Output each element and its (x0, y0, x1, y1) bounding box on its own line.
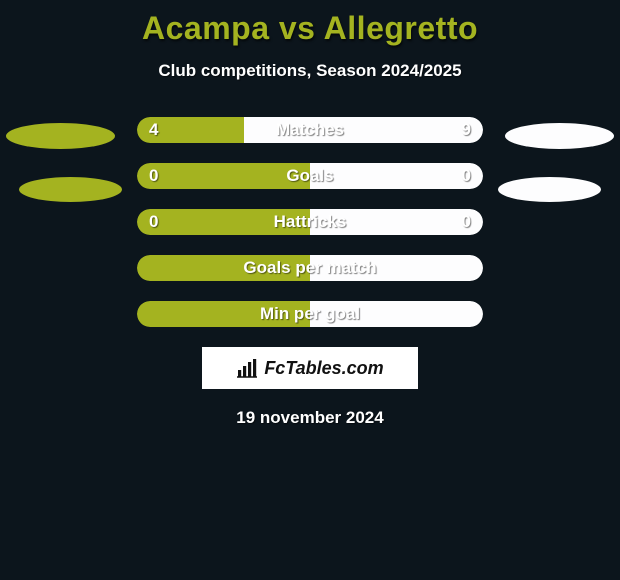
stat-row: 49Matches (0, 117, 620, 143)
logo-box: FcTables.com (202, 347, 418, 389)
subtitle: Club competitions, Season 2024/2025 (0, 61, 620, 81)
bar-fill-right (244, 117, 483, 143)
bar-track: Goals per match (137, 255, 483, 281)
stat-row: Goals per match (0, 255, 620, 281)
bar-track: Min per goal (137, 301, 483, 327)
bar-fill-left (137, 209, 310, 235)
bar-track: 00Hattricks (137, 209, 483, 235)
bar-fill-left (137, 163, 310, 189)
bar-fill-left (137, 117, 244, 143)
date-text: 19 november 2024 (0, 408, 620, 428)
bar-fill-right (310, 255, 483, 281)
page-title: Acampa vs Allegretto (0, 0, 620, 47)
stat-row: Min per goal (0, 301, 620, 327)
bar-fill-left (137, 255, 310, 281)
bar-track: 49Matches (137, 117, 483, 143)
bar-fill-right (310, 209, 483, 235)
bar-fill-right (310, 301, 483, 327)
stat-row: 00Hattricks (0, 209, 620, 235)
bar-track: 00Goals (137, 163, 483, 189)
stat-row: 00Goals (0, 163, 620, 189)
bar-fill-left (137, 301, 310, 327)
comparison-rows: 49Matches 00Goals 00Hattricks Goals per mat… (0, 117, 620, 327)
bar-fill-right (310, 163, 483, 189)
bar-chart-icon (236, 358, 258, 378)
logo-text: FcTables.com (264, 358, 383, 379)
